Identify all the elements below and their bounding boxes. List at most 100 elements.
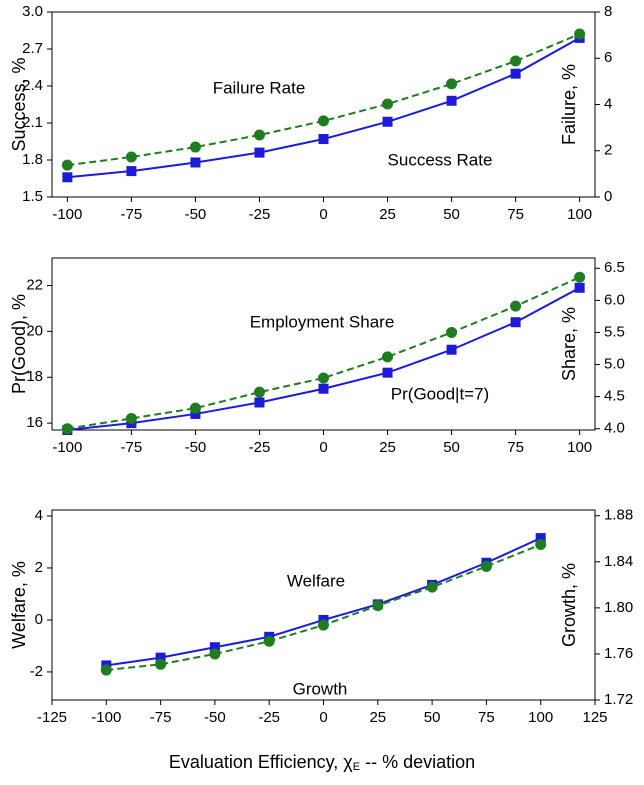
- x-tick-label: -125: [37, 709, 67, 726]
- y2-tick-label: 4: [604, 95, 612, 112]
- x-tick-label: -50: [204, 709, 226, 726]
- marker: [510, 68, 521, 79]
- x-tick-label: 0: [319, 206, 327, 223]
- y2-tick-label: 5.0: [604, 356, 625, 373]
- y2-tick-label: 1.80: [604, 599, 633, 616]
- y-tick-label: 16: [26, 414, 43, 431]
- marker: [100, 664, 112, 676]
- x-tick-label: 50: [424, 709, 441, 726]
- marker: [254, 147, 265, 158]
- marker: [61, 159, 73, 171]
- y-tick-label: 2: [35, 559, 43, 576]
- marker: [318, 619, 329, 631]
- y-tick-label: 1.8: [22, 151, 43, 168]
- x-tick-label: 75: [478, 709, 495, 726]
- y2-tick-label: 5.5: [604, 323, 625, 340]
- marker: [189, 402, 201, 414]
- series-annotation: Success Rate: [388, 150, 493, 169]
- marker: [535, 539, 547, 551]
- marker: [510, 55, 522, 67]
- x-tick-label: 50: [443, 206, 460, 223]
- marker: [209, 642, 220, 653]
- series-annotation: Welfare: [287, 571, 345, 590]
- x-tick-label: -100: [52, 206, 82, 223]
- x-tick-label: -25: [258, 709, 280, 726]
- series-annotation: Employment Share: [250, 312, 395, 331]
- x-tick-label: 75: [507, 206, 524, 223]
- y2-tick-label: 4.5: [604, 388, 625, 405]
- x-tick-label: 0: [319, 709, 327, 726]
- y2-tick-label: 6: [604, 49, 612, 66]
- marker: [318, 383, 329, 394]
- y-tick-label: 22: [26, 276, 43, 293]
- marker: [253, 129, 265, 141]
- series-line: [67, 33, 581, 167]
- series-annotation: Failure Rate: [213, 78, 306, 97]
- x-tick-label: 0: [319, 439, 327, 456]
- y-tick-label: 18: [26, 368, 43, 385]
- x-tick-label: 50: [443, 439, 460, 456]
- plot-frame: [51, 257, 596, 431]
- y-axis-label: Pr(Good), %: [9, 294, 29, 394]
- marker: [155, 658, 167, 670]
- series-line: [67, 286, 581, 431]
- y-tick-label: 2.1: [22, 114, 43, 131]
- x-tick-label: 75: [507, 439, 524, 456]
- series-line: [67, 37, 581, 179]
- y2-tick-label: 6.0: [604, 291, 625, 308]
- series-line: [67, 276, 581, 430]
- marker: [574, 271, 586, 283]
- marker: [125, 151, 137, 163]
- x-axis-label: Evaluation Efficiency, χE -- % deviation: [169, 752, 475, 773]
- marker: [318, 134, 329, 145]
- y2-tick-label: 2: [604, 142, 612, 159]
- x-label-subscript: E: [353, 761, 360, 773]
- y-tick-label: -2: [30, 663, 43, 680]
- x-tick-label: 100: [528, 709, 553, 726]
- y2-axis-label: Share, %: [559, 307, 579, 381]
- marker: [574, 282, 585, 293]
- x-tick-label: 125: [582, 709, 607, 726]
- marker: [480, 560, 492, 572]
- y2-tick-label: 1.88: [604, 507, 633, 524]
- marker: [382, 351, 394, 363]
- marker: [535, 533, 546, 544]
- x-tick-label: -75: [121, 439, 143, 456]
- marker: [574, 28, 586, 40]
- x-tick-label: 100: [567, 439, 592, 456]
- marker: [263, 635, 275, 647]
- marker: [254, 397, 265, 408]
- y-axis-label: Success, %: [9, 57, 29, 151]
- marker: [318, 372, 329, 384]
- y-tick-label: 4: [35, 507, 43, 524]
- y2-tick-label: 0: [604, 188, 612, 205]
- series-line: [106, 543, 542, 672]
- marker: [253, 386, 265, 398]
- x-tick-label: -50: [185, 439, 207, 456]
- y-axis-label: Welfare, %: [9, 561, 29, 649]
- x-tick-label: -75: [150, 709, 172, 726]
- y2-tick-label: 8: [604, 3, 612, 20]
- marker: [382, 116, 393, 127]
- x-label-text: -- % deviation: [360, 752, 475, 772]
- x-tick-label: 25: [379, 206, 396, 223]
- marker: [382, 367, 393, 378]
- x-tick-label: 100: [567, 206, 592, 223]
- marker: [382, 98, 394, 110]
- series-annotation: Pr(Good|t=7): [391, 384, 489, 403]
- x-tick-label: 25: [369, 709, 386, 726]
- y2-axis-label: Growth, %: [559, 563, 579, 647]
- y2-tick-label: 4.0: [604, 420, 625, 437]
- x-tick-label: -25: [249, 206, 271, 223]
- x-label-text: Evaluation Efficiency, χ: [169, 752, 353, 772]
- y2-tick-label: 1.84: [604, 553, 633, 570]
- x-tick-label: -100: [91, 709, 121, 726]
- marker: [190, 408, 201, 419]
- y2-axis-label: Failure, %: [559, 64, 579, 145]
- x-tick-label: -75: [121, 206, 143, 223]
- marker: [62, 172, 73, 183]
- marker: [318, 115, 329, 127]
- marker: [510, 300, 522, 312]
- marker: [189, 141, 201, 153]
